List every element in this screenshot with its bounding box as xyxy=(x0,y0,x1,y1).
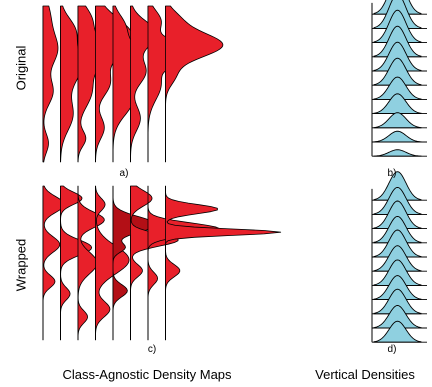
row-label-wrapped-group: Wrapped xyxy=(13,239,28,292)
panel-d-curve-9 xyxy=(373,288,422,315)
panel-a-density-7 xyxy=(147,5,204,163)
panel-b-curve-11 xyxy=(373,149,422,157)
panel-c-density-4 xyxy=(95,185,130,341)
panel-c-density-8 xyxy=(165,185,282,341)
panel-d-curve-7 xyxy=(373,259,422,286)
panel-b-curve-5 xyxy=(373,41,422,72)
panel-b-curve-7 xyxy=(373,76,422,100)
panel-d-curve-3 xyxy=(373,200,422,230)
panel-b-vertical-densities xyxy=(371,0,427,157)
panel-b-curve-10 xyxy=(373,130,422,143)
panel-a-density-map xyxy=(42,5,224,163)
panel-a-density-1 xyxy=(42,5,59,163)
panel-c-density-2 xyxy=(60,185,93,341)
panel-c-density-6 xyxy=(130,185,179,341)
panel-a-density-2 xyxy=(60,5,83,163)
caption-right: Vertical Densities xyxy=(315,367,415,382)
panel-d-curve-1 xyxy=(373,171,422,201)
panel-d-curve-5 xyxy=(373,229,422,258)
panel-d-vertical-densities xyxy=(371,171,427,343)
panel-c-density-5 xyxy=(112,185,157,341)
panel-d-curve-10 xyxy=(373,305,422,329)
panel-b-curve-9 xyxy=(373,112,422,129)
row-label-original-group: Original xyxy=(13,45,28,90)
panel-d-curve-8 xyxy=(373,275,422,301)
panel-label-a: a) xyxy=(120,168,129,179)
panel-d-curve-6 xyxy=(373,245,422,272)
panel-label-d: d) xyxy=(388,344,397,355)
panel-a-density-8 xyxy=(165,5,224,163)
caption-left: Class-Agnostic Density Maps xyxy=(62,367,232,382)
panel-label-b: b) xyxy=(388,168,397,179)
panel-b-curve-6 xyxy=(373,57,422,86)
panel-d-curve-11 xyxy=(373,320,422,343)
panel-b-curve-4 xyxy=(373,25,422,58)
panel-c-density-map xyxy=(42,185,282,341)
row-label-original: Original xyxy=(13,45,28,90)
panel-label-c: c) xyxy=(148,344,156,355)
panel-b-curve-8 xyxy=(373,93,422,115)
row-label-wrapped: Wrapped xyxy=(13,239,28,292)
